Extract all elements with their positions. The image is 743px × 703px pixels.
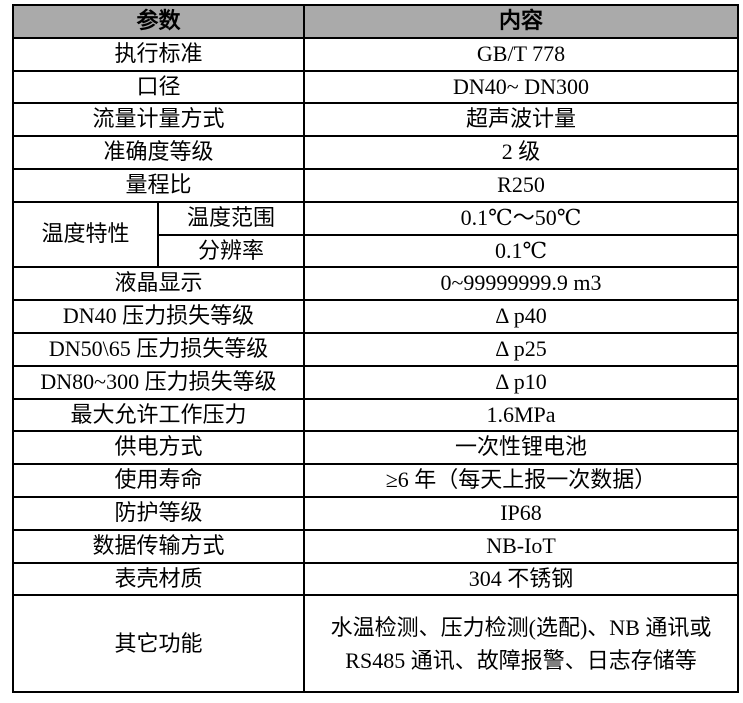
spec-row: 表壳材质 304 不锈钢 [11,561,740,597]
spec-row: 量程比 R250 [11,167,740,203]
spec-value: 超声波计量 [303,102,740,138]
spec-row-other-functions: 其它功能 水温检测、压力检测(选配)、NB 通讯或 RS485 通讯、故障报警、… [11,594,740,694]
spec-row-temp-resolution: 分辨率 0.1℃ [13,233,740,269]
spec-label: DN40 压力损失等级 [11,299,306,334]
spec-row: 口径 DN40~ DN300 [11,69,740,105]
spec-row: 最大允许工作压力 1.6MPa [11,397,740,433]
spec-label: 液晶显示 [11,266,306,302]
header-row: 参数 内容 [11,4,740,39]
spec-value: 0.1℃ [303,233,740,269]
spec-value: 水温检测、压力检测(选配)、NB 通讯或 RS485 通讯、故障报警、日志存储等 [303,594,740,694]
spec-sublabel: 分辨率 [156,233,306,269]
spec-row: 流量计量方式 超声波计量 [11,102,740,138]
spec-value: 0.1℃～50℃ [303,200,740,236]
spec-label: 数据传输方式 [11,528,306,564]
spec-label: 其它功能 [11,594,306,694]
spec-value: Δ p40 [303,299,740,334]
spec-label: 流量计量方式 [11,102,306,138]
spec-table: 参数 内容 执行标准 GB/T 778 口径 DN40~ DN300 流量计量方… [11,4,740,694]
header-content: 内容 [303,4,740,39]
spec-sublabel: 温度范围 [156,200,306,236]
spec-value: Δ p25 [303,331,740,367]
spec-value: IP68 [303,495,740,531]
spec-label: 量程比 [11,167,306,203]
spec-label: DN80~300 压力损失等级 [11,364,306,400]
spec-row: 准确度等级 2 级 [11,135,740,170]
spec-row: DN40 压力损失等级 Δ p40 [11,299,740,334]
spec-label: DN50\65 压力损失等级 [11,331,306,367]
spec-value: R250 [303,167,740,203]
spec-value: 2 级 [303,135,740,170]
spec-value: DN40~ DN300 [303,69,740,105]
temp-group-label: 温度特性 [12,200,159,269]
spec-label: 表壳材质 [11,561,306,597]
spec-label: 使用寿命 [11,463,306,498]
spec-row: 数据传输方式 NB-IoT [11,528,740,564]
spec-label: 准确度等级 [11,135,306,170]
spec-value: 0~99999999.9 m3 [303,266,740,302]
spec-label: 最大允许工作压力 [11,397,306,433]
spec-label: 口径 [11,69,306,105]
spec-row: DN50\65 压力损失等级 Δ p25 [11,331,740,367]
spec-row-temp-range: 温度特性 温度范围 0.1℃～50℃ [12,200,740,269]
spec-row: 液晶显示 0~99999999.9 m3 [11,266,740,302]
spec-row: 使用寿命 ≥6 年（每天上报一次数据） [11,463,740,498]
header-param: 参数 [11,4,306,39]
spec-value: GB/T 778 [303,36,740,72]
spec-value: Δ p10 [303,364,740,400]
spec-label: 防护等级 [11,495,306,531]
spec-value: ≥6 年（每天上报一次数据） [303,463,740,498]
spec-value: 1.6MPa [303,397,740,433]
spec-row: 供电方式 一次性锂电池 [11,430,740,466]
spec-label: 供电方式 [11,430,306,466]
spec-value: NB-IoT [303,528,740,564]
spec-row: 防护等级 IP68 [11,495,740,531]
spec-label: 执行标准 [11,36,306,72]
spec-row: 执行标准 GB/T 778 [11,36,740,72]
spec-value: 304 不锈钢 [303,561,740,597]
spec-value: 一次性锂电池 [303,430,740,466]
spec-row: DN80~300 压力损失等级 Δ p10 [11,364,740,400]
